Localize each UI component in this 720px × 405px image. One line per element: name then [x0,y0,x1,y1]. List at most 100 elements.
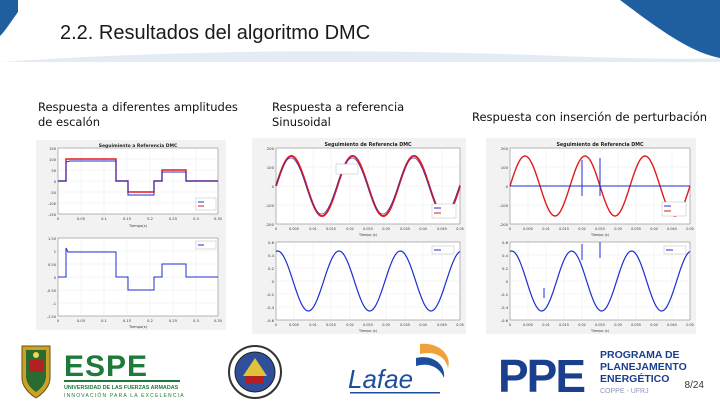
step-response-figure: Seguimiento a Referencia DMC 150 100 50 … [36,140,226,330]
sine-top-xtick: 0.05 [456,227,464,231]
disturbance-bottom-xtick: 0.005 [523,323,533,327]
sine-bottom-ytick: 0.2 [268,266,275,271]
disturbance-top-xtick: 0.025 [595,227,605,231]
column-label-sine: Respuesta a referencia Sinusoidal [272,100,405,129]
disturbance-bottom-xtick: 0.025 [595,323,605,327]
disturbance-top-xlabel: Tiempo (s) [590,233,610,237]
logos-graphic: ESPE UNIVERSIDAD DE LAS FUERZAS ARMADAS … [21,343,687,402]
ppe-line-3: ENERGÉTICO [600,372,669,385]
sine-top-ytick: 0 [272,184,275,189]
sine-top-xtick: 0.015 [326,227,336,231]
step-bottom-xtick: 0.15 [123,319,131,323]
step-top-ytick: 0 [54,180,57,184]
disturbance-top-xtick: 0.015 [559,227,569,231]
sine-top-xtick: 0.02 [346,227,354,231]
disturbance-bottom-legend [663,245,687,255]
institution-crest-logo [228,345,282,399]
step-bottom-xtick: 0.3 [193,319,199,323]
disturbance-top-xtick: 0.005 [523,227,533,231]
step-top-xlabel: Tiempo(s) [128,224,148,228]
sine-bottom-ytick: -0.6 [267,318,275,323]
disturbance-top-ytick: -200 [499,222,508,227]
step-top-ytick: -100 [48,202,57,206]
sine-bottom-xtick: 0 [275,323,277,327]
disturbance-top-xtick: 0.035 [631,227,641,231]
disturbance-bottom-xtick: 0.045 [667,323,677,327]
column-label-step: Respuesta a diferentes amplitudes de esc… [38,100,238,129]
sine-bottom-ytick: 0 [272,279,275,284]
step-bottom-xtick: 0.25 [169,319,177,323]
step-bottom-ytick: 0.50 [48,263,57,267]
slide-header: 2.2. Resultados del algoritmo DMC [0,0,720,62]
ppe-wordmark: PPE [498,350,584,402]
step-top-xtick: 0.15 [123,217,131,221]
sine-bottom-xtick: 0.05 [456,323,464,327]
disturbance-bottom-xtick: 0.03 [614,323,622,327]
step-top-ytick: 100 [49,158,57,162]
partner-logos: ESPE UNIVERSIDAD DE LAS FUERZAS ARMADAS … [0,338,720,405]
sine-top-ytick: -200 [265,222,274,227]
sine-top-xtick: 0 [275,227,277,231]
sine-bottom-xtick: 0.02 [346,323,354,327]
disturbance-bottom-xtick: 0.04 [650,323,658,327]
step-top-legend [195,197,217,211]
disturbance-bottom-xtick: 0.02 [578,323,586,327]
disturbance-bottom-ytick: -0.2 [501,292,509,297]
sine-bottom-xtick: 0.025 [363,323,373,327]
step-bottom-ytick: -1.50 [47,315,57,319]
step-bottom-xtick: 0.35 [214,319,222,323]
step-top-xtick: 0.05 [77,217,85,221]
sine-reference-line [275,154,461,218]
sine-control-line [275,250,461,312]
sine-bottom-ytick: 0.4 [268,253,275,258]
step-top-xtick: 0.1 [101,217,107,221]
disturbance-bottom-xtick: 0 [509,323,511,327]
disturbance-top-xtick: 0.03 [614,227,622,231]
espe-subtitle: UNIVERSIDAD DE LAS FUERZAS ARMADAS [64,385,179,391]
sine-top-xtick: 0.025 [363,227,373,231]
step-bottom-ytick: -1 [52,302,56,306]
sine-bottom-xtick: 0.03 [382,323,390,327]
step-top-xtick: 0.2 [147,217,153,221]
sine-top-xtick: 0.005 [289,227,299,231]
disturbance-bottom-ytick: -0.4 [501,305,509,310]
sine-bottom-xtick: 0.015 [326,323,336,327]
disturbance-top-xtick: 0 [509,227,511,231]
step-bottom-ytick: 1.50 [48,237,57,241]
ppe-line-1: PROGRAMA DE [600,349,680,361]
lafae-logo: Lafae [348,343,449,394]
step-bottom-xtick: 0.05 [77,319,85,323]
step-top-xtick: 0.3 [193,217,199,221]
sine-bottom-xtick: 0.045 [437,323,447,327]
disturbance-top-legend [661,201,687,217]
disturbance-top-ytick: 0 [506,184,509,189]
sine-bottom-xtick: 0.01 [309,323,317,327]
step-top-ytick: -50 [50,191,57,195]
espe-motto: INNOVACIÓN PARA LA EXCELENCIA [64,392,185,399]
page-title: 2.2. Resultados del algoritmo DMC [60,22,371,44]
sine-top-xtick: 0.04 [419,227,427,231]
ppe-logo: PPE PROGRAMA DE PLANEJAMENTO ENERGÉTICO … [498,349,687,402]
disturbance-bottom-xtick: 0.035 [631,323,641,327]
disturbance-top-xtick: 0.01 [542,227,550,231]
disturbance-bottom-ytick: 0.2 [502,266,509,271]
sine-top-xlabel: Tiempo (s) [358,233,378,237]
sine-output-line [275,157,461,215]
sine-top-xtick: 0.035 [400,227,410,231]
step-bottom-xtick: 0 [57,319,60,323]
disturbance-control-line [509,250,691,312]
disturbance-top-ytick: -100 [499,203,508,208]
sine-response-plots: Seguimiento de Referencia DMC 200 100 0 … [252,138,466,334]
disturbance-response-plots: Seguimiento de Referencia DMC 200 100 0 … [486,138,696,334]
step-top-xtick: 0 [57,217,60,221]
step-bottom-xtick: 0.2 [147,319,153,323]
disturbance-bottom-ytick: 0.6 [502,240,509,245]
espe-shield-logo [21,345,51,399]
disturbance-bottom-xtick: 0.015 [559,323,569,327]
sine-top-ytick: 100 [267,165,275,170]
disturbance-top-xtick: 0.05 [686,227,694,231]
column-label-disturbance: Respuesta con inserción de perturbación [472,110,708,124]
sine-top-xtick: 0.03 [382,227,390,231]
step-reference-line [58,158,218,193]
sine-top-title: Seguimiento de Referencia DMC [324,142,412,148]
